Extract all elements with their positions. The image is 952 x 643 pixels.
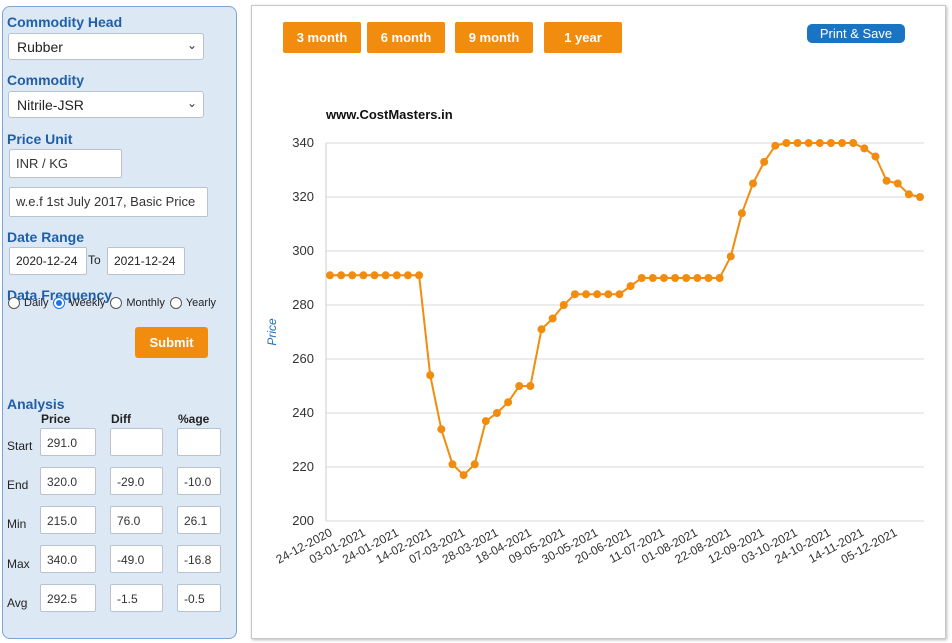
price-unit-label: Price Unit	[7, 131, 73, 147]
percent-value	[177, 428, 221, 456]
percent-column-header: %age	[178, 412, 210, 426]
3-month-button[interactable]: 3 month	[283, 22, 361, 53]
row-label: Min	[7, 517, 27, 531]
daily-label: Daily	[24, 297, 49, 309]
price-value: 320.0	[40, 467, 96, 495]
price-column-header: Price	[41, 412, 71, 426]
9-month-button[interactable]: 9 month	[455, 22, 533, 53]
analysis-label: Analysis	[7, 396, 65, 412]
chevron-down-icon: ⌄	[186, 96, 197, 110]
daily-radio[interactable]	[8, 297, 20, 309]
frequency-radio-group: Daily Weekly Monthly Yearly	[8, 297, 216, 309]
weekly-label: Weekly	[69, 297, 106, 309]
diff-value	[110, 428, 163, 456]
commodity-head-label: Commodity Head	[7, 14, 123, 30]
6-month-button[interactable]: 6 month	[367, 22, 445, 53]
date-range-label: Date Range	[7, 229, 85, 245]
print-save-button[interactable]: Print & Save	[807, 24, 905, 43]
price-value: 215.0	[40, 506, 96, 534]
date-to-label: To	[88, 253, 101, 267]
monthly-radio[interactable]	[110, 297, 123, 309]
price-unit-field[interactable]: INR / KG	[9, 149, 122, 178]
price-basis-field[interactable]: w.e.f 1st July 2017, Basic Price	[9, 187, 208, 217]
commodity-select[interactable]: Nitrile-JSR ⌄	[8, 91, 204, 118]
price-value: 340.0	[40, 545, 96, 573]
price-value: 291.0	[40, 428, 96, 456]
commodity-value: Nitrile-JSR	[17, 97, 84, 113]
percent-value: -0.5	[177, 584, 221, 612]
price-value: 292.5	[40, 584, 96, 612]
diff-value: 76.0	[110, 506, 163, 534]
diff-column-header: Diff	[111, 412, 131, 426]
monthly-label: Monthly	[126, 297, 165, 309]
date-from-input[interactable]: 2020-12-24	[9, 247, 87, 275]
chevron-down-icon: ⌄	[186, 38, 197, 52]
percent-value: -10.0	[177, 467, 221, 495]
diff-value: -49.0	[110, 545, 163, 573]
row-label: End	[7, 478, 29, 492]
submit-button[interactable]: Submit	[135, 327, 208, 358]
diff-value: -29.0	[110, 467, 163, 495]
1-year-button[interactable]: 1 year	[544, 22, 622, 53]
data-frequency-label: Data Frequency	[7, 287, 113, 303]
commodity-head-value: Rubber	[17, 39, 63, 55]
chart-panel	[251, 5, 946, 639]
date-to-input[interactable]: 2021-12-24	[107, 247, 185, 275]
weekly-radio[interactable]	[53, 297, 66, 309]
percent-value: 26.1	[177, 506, 221, 534]
yearly-label: Yearly	[185, 297, 217, 309]
row-label: Max	[7, 557, 30, 571]
yearly-radio[interactable]	[169, 297, 182, 309]
diff-value: -1.5	[110, 584, 163, 612]
commodity-label: Commodity	[7, 72, 84, 88]
commodity-head-select[interactable]: Rubber ⌄	[8, 33, 204, 60]
row-label: Avg	[7, 596, 28, 610]
percent-value: -16.8	[177, 545, 221, 573]
row-label: Start	[7, 439, 33, 453]
